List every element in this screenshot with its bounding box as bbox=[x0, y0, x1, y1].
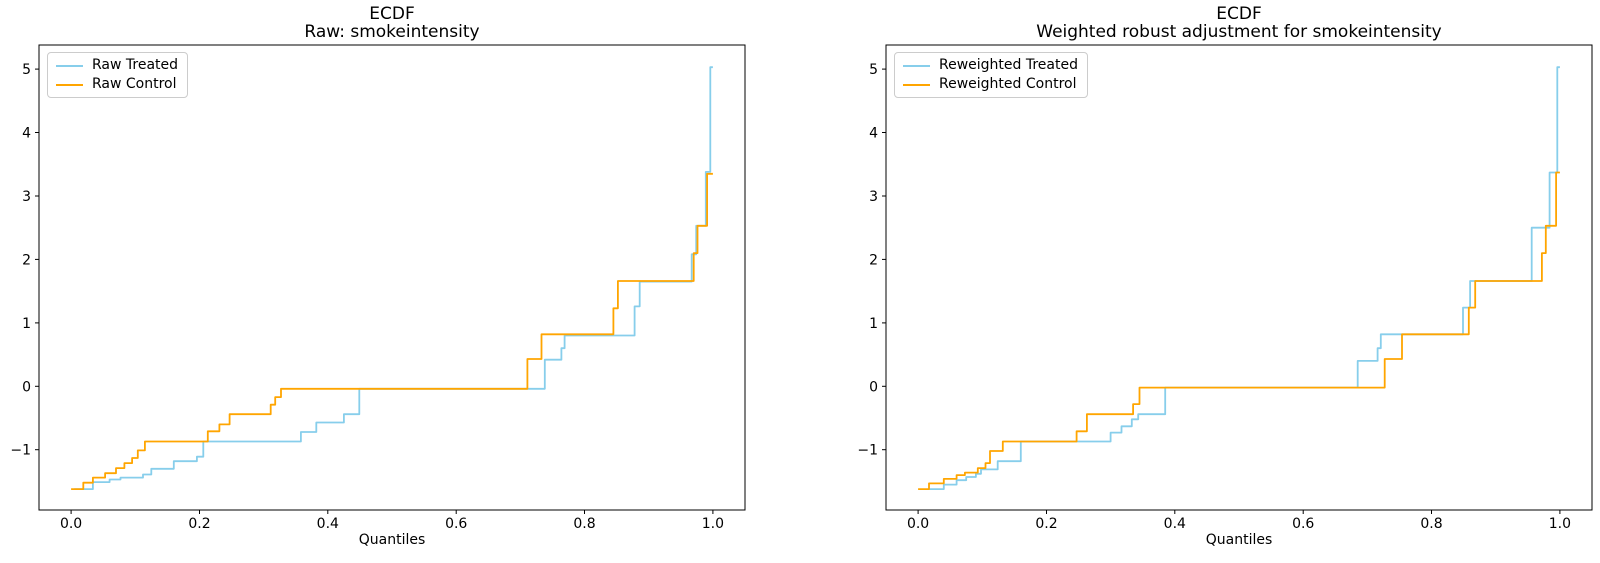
y-tick-label: 5 bbox=[22, 62, 31, 78]
x-tick-label: 0.6 bbox=[445, 516, 467, 532]
y-tick-label: 2 bbox=[22, 252, 31, 268]
legend: Raw Treated Raw Control bbox=[47, 52, 189, 98]
treated-line-swatch bbox=[56, 64, 83, 67]
ecdf-chart-weighted: ECDF Weighted robust adjustment for smok… bbox=[800, 0, 1600, 563]
y-tick-label: −1 bbox=[857, 443, 878, 459]
y-tick-label: 5 bbox=[869, 62, 878, 78]
chart-subtitle: Raw: smokeintensity bbox=[304, 22, 480, 42]
series-line-treated bbox=[929, 66, 1560, 490]
y-tick-label: 0 bbox=[22, 379, 31, 395]
ecdf-chart-raw: ECDF Raw: smokeintensity 5 4 3 2 1 0 −1 0.0 0.2 0… bbox=[10, 4, 746, 548]
axes-frame bbox=[885, 44, 1593, 511]
x-tick-label: 0.8 bbox=[1420, 516, 1442, 532]
legend-label: Raw Treated bbox=[92, 57, 179, 73]
x-tick-label: 1.0 bbox=[702, 516, 724, 532]
series-line-control bbox=[71, 172, 713, 490]
legend-label: Raw Control bbox=[92, 76, 177, 92]
x-tick-label: 0.4 bbox=[1164, 516, 1186, 532]
y-tick-label: 1 bbox=[22, 316, 31, 332]
y-tick-label: 3 bbox=[22, 189, 31, 205]
axes-frame bbox=[38, 44, 746, 511]
control-line-swatch bbox=[56, 83, 83, 86]
legend-item-raw-control: Raw Control bbox=[56, 75, 178, 94]
y-tick-label: 4 bbox=[869, 126, 878, 142]
series-line-treated bbox=[74, 66, 713, 490]
x-tick-label: 0.2 bbox=[1035, 516, 1057, 532]
x-tick-label: 0.0 bbox=[60, 516, 82, 532]
legend-item-raw-treated: Raw Treated bbox=[56, 56, 178, 75]
series-line-control bbox=[918, 171, 1560, 490]
chart-title: ECDF bbox=[369, 4, 415, 24]
control-line-swatch bbox=[903, 83, 930, 86]
x-tick-label: 0.6 bbox=[1292, 516, 1314, 532]
x-tick-label: 0.2 bbox=[188, 516, 210, 532]
x-tick-label: 0.8 bbox=[573, 516, 595, 532]
legend-item-reweighted-treated: Reweighted Treated bbox=[903, 56, 1078, 75]
x-tick-label: 1.0 bbox=[1549, 516, 1571, 532]
chart-subtitle: Weighted robust adjustment for smokeinte… bbox=[1036, 22, 1442, 42]
plot-area-weighted: 5 4 3 2 1 0 −1 0.0 0.2 0.4 0.6 0.8 1.0 bbox=[857, 44, 1593, 532]
legend-label: Reweighted Treated bbox=[939, 57, 1078, 73]
x-tick-label: 0.4 bbox=[317, 516, 339, 532]
x-axis-label: Quantiles bbox=[1205, 532, 1273, 548]
y-tick-label: 0 bbox=[869, 379, 878, 395]
x-axis-label: Quantiles bbox=[358, 532, 426, 548]
chart-title: ECDF bbox=[1216, 4, 1262, 24]
legend: Reweighted Treated Reweighted Control bbox=[894, 52, 1088, 98]
y-tick-label: −1 bbox=[10, 443, 31, 459]
legend-item-reweighted-control: Reweighted Control bbox=[903, 75, 1078, 94]
y-tick-label: 3 bbox=[869, 189, 878, 205]
y-tick-label: 2 bbox=[869, 252, 878, 268]
treated-line-swatch bbox=[903, 64, 930, 67]
y-tick-label: 4 bbox=[22, 126, 31, 142]
y-tick-label: 1 bbox=[869, 316, 878, 332]
x-tick-label: 0.0 bbox=[907, 516, 929, 532]
legend-label: Reweighted Control bbox=[939, 76, 1077, 92]
plot-area-raw: 5 4 3 2 1 0 −1 0.0 0.2 0.4 0.6 0.8 1.0 bbox=[10, 44, 746, 532]
